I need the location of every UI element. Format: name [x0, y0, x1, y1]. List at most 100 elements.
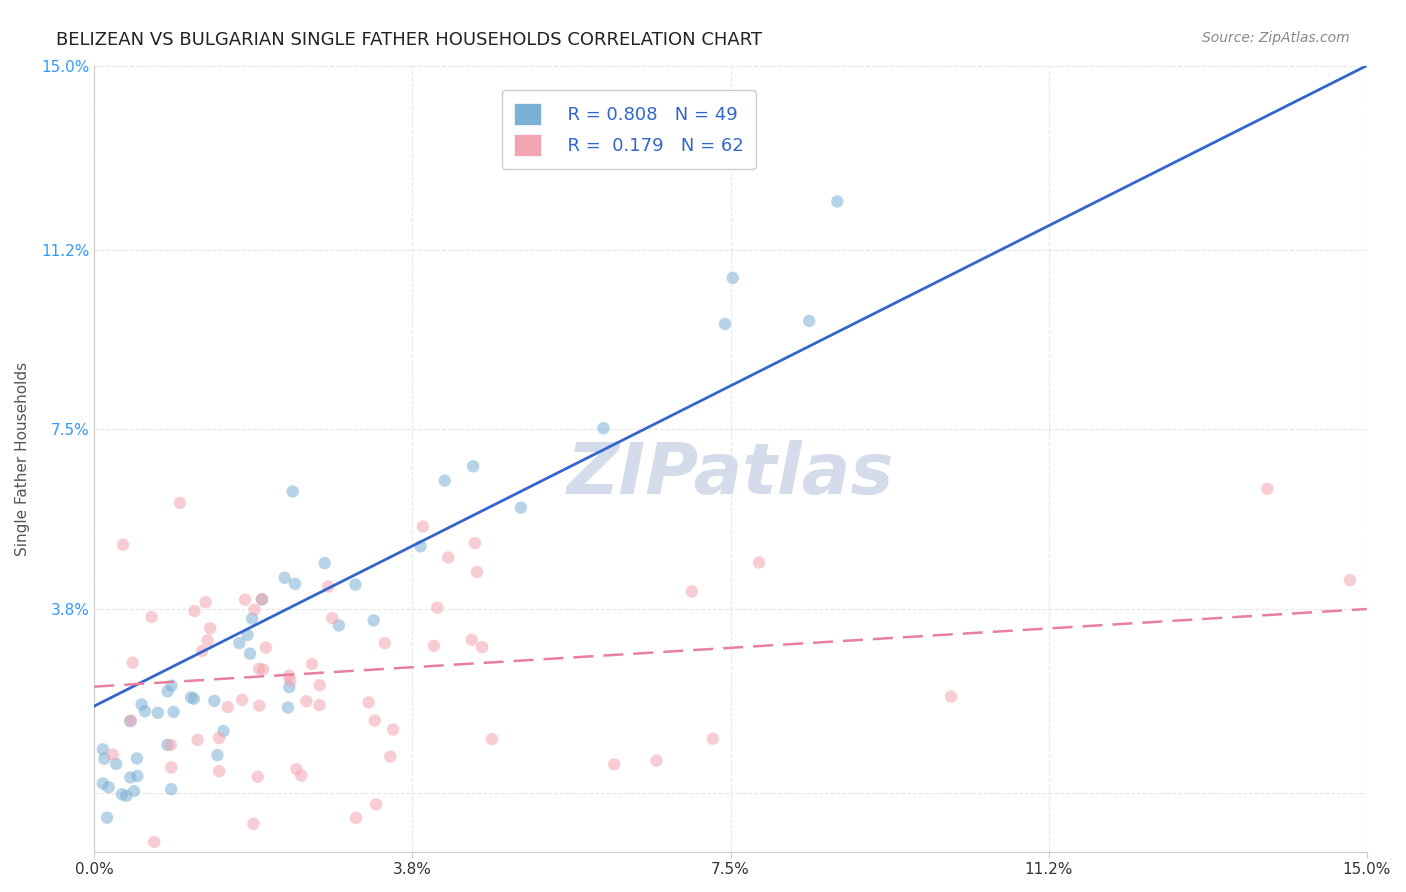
Bulgarians: [366, 797, 388, 812]
Legend:   R = 0.808   N = 49,   R =  0.179   N = 62: R = 0.808 N = 49, R = 0.179 N = 62: [502, 90, 756, 169]
Belizeans: [284, 577, 307, 591]
Bulgarians: [374, 636, 396, 650]
Belizeans: [160, 679, 183, 693]
Belizeans: [156, 684, 179, 698]
Bulgarians: [364, 714, 387, 728]
Bulgarians: [217, 700, 239, 714]
Bulgarians: [198, 621, 221, 635]
Belizeans: [278, 680, 301, 694]
Bulgarians: [194, 595, 217, 609]
Bulgarians: [308, 678, 330, 692]
Bulgarians: [101, 747, 124, 762]
Belizeans: [212, 724, 235, 739]
Belizeans: [97, 780, 120, 795]
Belizeans: [91, 742, 114, 756]
Bulgarians: [1339, 574, 1361, 588]
Belizeans: [592, 421, 614, 435]
Belizeans: [202, 694, 225, 708]
Belizeans: [122, 784, 145, 798]
Bulgarians: [208, 764, 231, 779]
Belizeans: [93, 752, 115, 766]
Belizeans: [314, 556, 336, 570]
Belizeans: [827, 194, 849, 209]
Belizeans: [127, 769, 149, 783]
Belizeans: [160, 782, 183, 797]
Belizeans: [328, 618, 350, 632]
Bulgarians: [748, 556, 770, 570]
Bulgarians: [357, 695, 380, 709]
Bulgarians: [471, 640, 494, 655]
Bulgarians: [290, 768, 312, 782]
Bulgarians: [423, 639, 446, 653]
Belizeans: [91, 776, 114, 790]
Bulgarians: [316, 579, 339, 593]
Belizeans: [134, 704, 156, 718]
Belizeans: [120, 771, 142, 785]
Bulgarians: [278, 673, 301, 688]
Bulgarians: [197, 633, 219, 648]
Bulgarians: [278, 669, 301, 683]
Bulgarians: [645, 754, 668, 768]
Belizeans: [721, 271, 744, 285]
Belizeans: [228, 636, 250, 650]
Bulgarians: [344, 811, 367, 825]
Bulgarians: [252, 663, 274, 677]
Bulgarians: [112, 538, 135, 552]
Belizeans: [96, 811, 118, 825]
Belizeans: [180, 690, 202, 705]
Bulgarians: [247, 662, 270, 676]
Belizeans: [156, 738, 179, 752]
Bulgarians: [702, 731, 724, 746]
Bulgarians: [208, 731, 231, 745]
Bulgarians: [380, 749, 402, 764]
Bulgarians: [464, 536, 486, 550]
Bulgarians: [141, 610, 163, 624]
Bulgarians: [169, 496, 191, 510]
Bulgarians: [120, 714, 142, 728]
Belizeans: [162, 705, 184, 719]
Bulgarians: [246, 770, 269, 784]
Bulgarians: [247, 698, 270, 713]
Belizeans: [463, 459, 485, 474]
Belizeans: [344, 577, 367, 591]
Belizeans: [111, 787, 134, 801]
Y-axis label: Single Father Households: Single Father Households: [15, 361, 30, 556]
Bulgarians: [321, 611, 343, 625]
Bulgarians: [183, 604, 205, 618]
Belizeans: [363, 614, 385, 628]
Belizeans: [239, 647, 262, 661]
Bulgarians: [603, 757, 626, 772]
Bulgarians: [939, 690, 962, 704]
Belizeans: [207, 747, 229, 762]
Bulgarians: [412, 519, 434, 533]
Belizeans: [250, 592, 273, 607]
Bulgarians: [242, 817, 264, 831]
Belizeans: [281, 484, 304, 499]
Belizeans: [125, 751, 148, 765]
Text: Source: ZipAtlas.com: Source: ZipAtlas.com: [1202, 31, 1350, 45]
Bulgarians: [191, 644, 214, 658]
Bulgarians: [681, 584, 703, 599]
Belizeans: [240, 611, 263, 625]
Belizeans: [433, 474, 456, 488]
Bulgarians: [437, 550, 460, 565]
Bulgarians: [233, 592, 256, 607]
Bulgarians: [187, 732, 209, 747]
Bulgarians: [308, 698, 330, 712]
Belizeans: [146, 706, 169, 720]
Belizeans: [183, 691, 205, 706]
Bulgarians: [143, 835, 166, 849]
Bulgarians: [159, 738, 181, 752]
Belizeans: [409, 539, 432, 553]
Belizeans: [120, 714, 142, 728]
Bulgarians: [243, 602, 266, 616]
Belizeans: [277, 700, 299, 714]
Belizeans: [714, 317, 737, 331]
Text: ZIPatlas: ZIPatlas: [567, 440, 894, 508]
Bulgarians: [285, 762, 308, 776]
Bulgarians: [231, 693, 253, 707]
Bulgarians: [382, 723, 405, 737]
Bulgarians: [461, 632, 484, 647]
Bulgarians: [121, 656, 143, 670]
Bulgarians: [301, 657, 323, 671]
